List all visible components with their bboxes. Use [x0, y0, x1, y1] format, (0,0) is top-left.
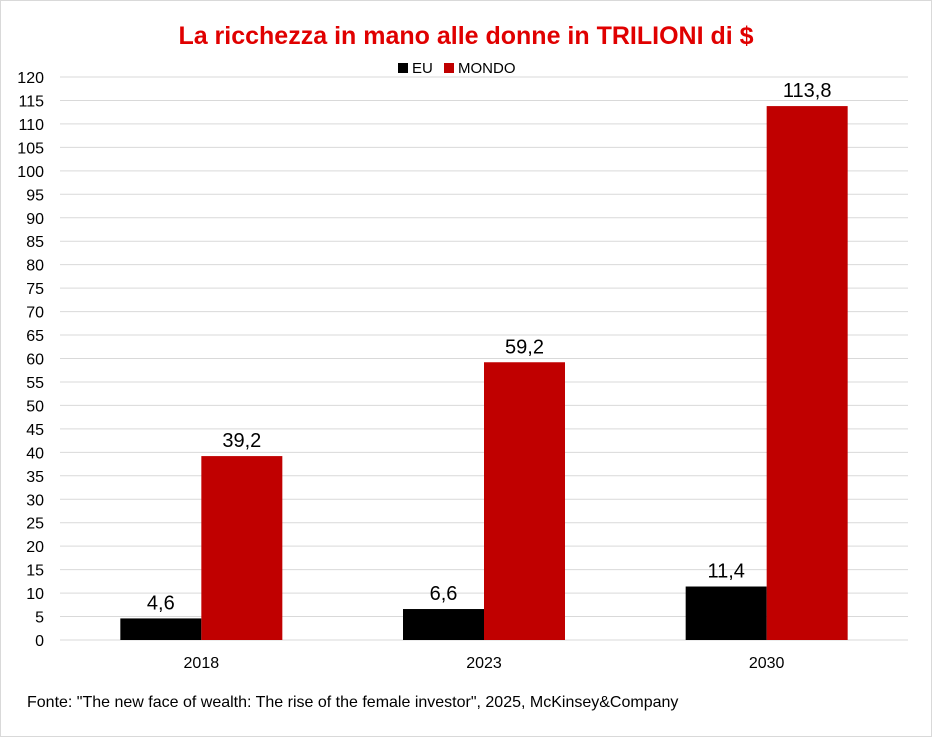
data-label: 6,6: [430, 583, 458, 605]
data-label: 59,2: [505, 336, 544, 358]
y-tick-label: 5: [35, 610, 44, 627]
y-tick-label: 80: [26, 258, 44, 275]
y-tick-label: 85: [26, 234, 44, 251]
bar-eu-2023: [403, 609, 484, 640]
y-tick-label: 45: [26, 422, 44, 439]
legend-swatch-mondo: [444, 63, 454, 73]
legend-swatch-eu: [398, 63, 408, 73]
bar-eu-2030: [685, 586, 767, 640]
bar-mondo-2030: [766, 106, 848, 641]
y-tick-label: 60: [26, 352, 44, 369]
y-tick-label: 20: [26, 539, 44, 556]
data-label: 113,8: [783, 80, 832, 102]
bar-eu-2018: [120, 618, 202, 640]
y-tick-label: 15: [26, 563, 44, 580]
bar-mondo-2018: [201, 456, 283, 640]
y-tick-label: 95: [26, 187, 44, 204]
y-tick-label: 105: [17, 140, 44, 157]
legend-label-mondo: MONDO: [458, 60, 516, 77]
x-tick-label: 2018: [184, 655, 220, 672]
source-footnote: Fonte: "The new face of wealth: The rise…: [27, 694, 679, 711]
data-label: 11,4: [707, 561, 744, 583]
y-tick-label: 115: [18, 93, 44, 110]
y-tick-label: 40: [26, 445, 44, 462]
data-label: 39,2: [222, 430, 261, 452]
y-tick-label: 10: [26, 586, 44, 603]
y-tick-label: 120: [17, 70, 44, 87]
y-tick-label: 25: [26, 516, 44, 533]
legend-label-eu: EU: [412, 60, 433, 77]
y-tick-label: 55: [26, 375, 44, 392]
y-tick-label: 0: [35, 633, 44, 650]
data-label: 4,6: [147, 592, 175, 614]
x-tick-label: 2023: [466, 655, 502, 672]
chart-title: La ricchezza in mano alle donne in TRILI…: [178, 22, 753, 50]
y-tick-label: 35: [26, 469, 44, 486]
y-tick-label: 65: [26, 328, 44, 345]
y-tick-label: 100: [17, 164, 44, 181]
x-tick-label: 2030: [749, 655, 785, 672]
y-tick-label: 30: [26, 492, 44, 509]
y-tick-label: 50: [26, 398, 44, 415]
y-tick-label: 90: [26, 211, 44, 228]
y-tick-label: 110: [18, 117, 44, 134]
bar-mondo-2023: [484, 362, 565, 640]
y-tick-label: 70: [26, 305, 44, 322]
y-tick-label: 75: [26, 281, 44, 298]
